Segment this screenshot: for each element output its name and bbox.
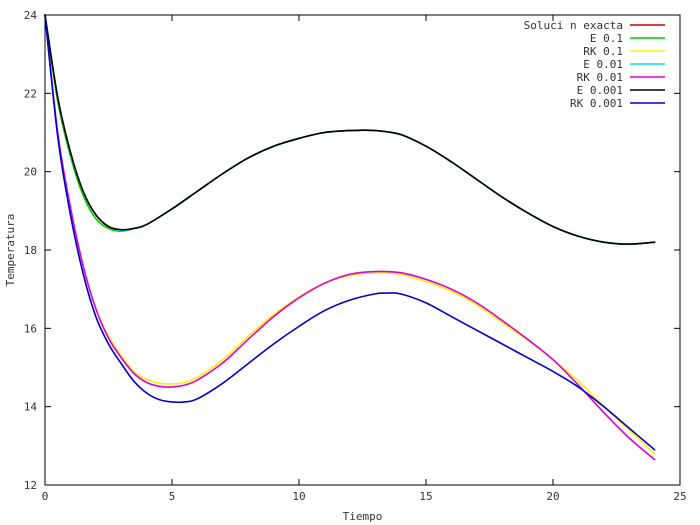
ticks-layer: 0 5 10 15 20 25 12 14 16 18 20 22 24 [24,9,687,503]
y-axis-label: Temperatura [4,214,17,287]
x-tick-label: 0 [42,490,49,503]
legend-label: RK 0.001 [570,97,623,110]
series-line-6 [44,14,656,245]
y-tick-label: 18 [24,244,37,257]
legend-label: E 0.001 [577,84,623,97]
x-tick-label: 10 [292,490,305,503]
y-tick-label: 24 [24,9,38,22]
legend-label: E 0.1 [590,32,623,45]
y-tick-label: 22 [24,87,37,100]
x-tick-label: 20 [546,490,559,503]
x-tick-label: 25 [673,490,686,503]
series-line-7 [44,14,656,451]
legend-label: RK 0.1 [583,45,623,58]
legend-label: RK 0.01 [577,71,623,84]
y-tick-label: 20 [24,166,37,179]
legend-label: Soluci n exacta [524,19,623,32]
series-line-5 [44,14,656,461]
x-tick-label: 15 [419,490,432,503]
x-tick-label: 5 [169,490,176,503]
y-tick-label: 14 [24,401,38,414]
x-axis-label: Tiempo [343,510,383,523]
y-tick-label: 16 [24,322,37,335]
series-layer [44,14,656,461]
legend-label: E 0.01 [583,58,623,71]
y-tick-label: 12 [24,479,37,492]
